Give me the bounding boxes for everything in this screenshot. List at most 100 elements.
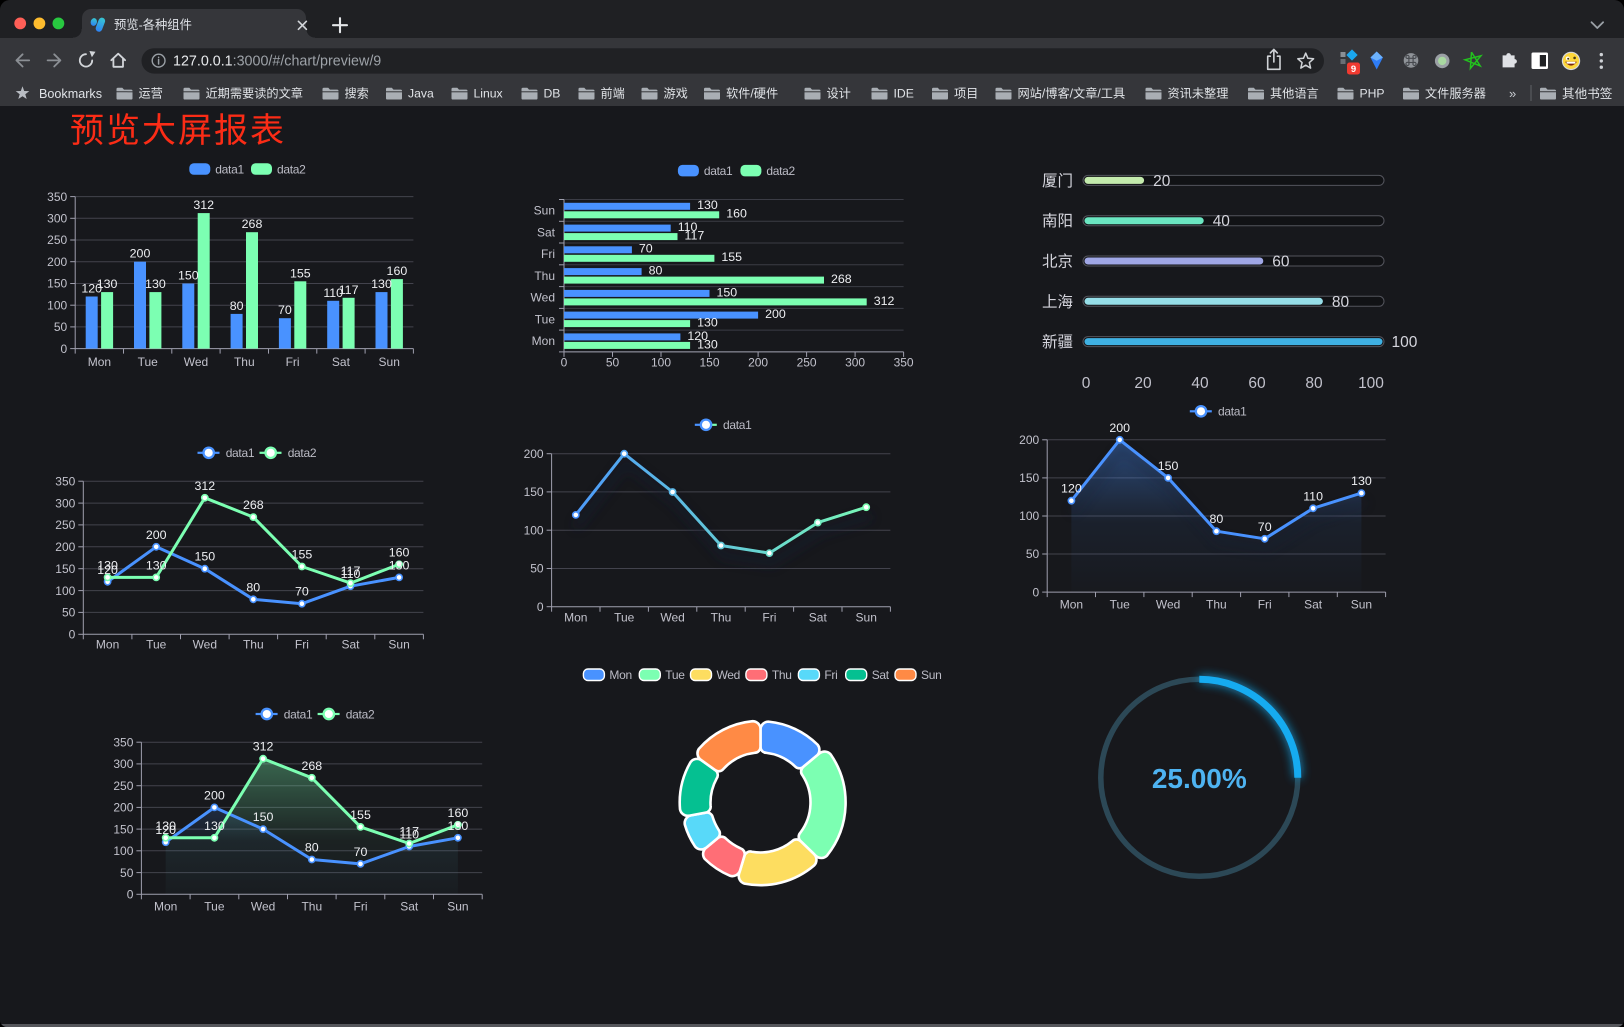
svg-text:Wed: Wed: [184, 355, 208, 369]
svg-text:PHP: PHP: [1360, 87, 1385, 101]
svg-text:155: 155: [290, 266, 311, 280]
svg-text:Mon: Mon: [1060, 598, 1083, 612]
svg-text:200: 200: [47, 255, 67, 269]
svg-text:130: 130: [448, 819, 469, 833]
svg-text:data2: data2: [277, 163, 306, 177]
svg-text:117: 117: [341, 564, 361, 578]
svg-text:20: 20: [1153, 173, 1171, 190]
svg-text:200: 200: [1109, 421, 1130, 435]
svg-text:Fri: Fri: [354, 900, 368, 914]
svg-text:Sun: Sun: [534, 204, 555, 218]
svg-text:100: 100: [1392, 334, 1418, 351]
svg-text:新疆: 新疆: [1042, 333, 1073, 351]
svg-text:160: 160: [389, 545, 410, 559]
svg-text:250: 250: [47, 233, 67, 247]
svg-text:Tue: Tue: [146, 638, 167, 652]
svg-text:130: 130: [1351, 474, 1372, 488]
svg-text:Wed: Wed: [251, 900, 275, 914]
svg-text:50: 50: [1026, 547, 1040, 561]
svg-text:25.00%: 25.00%: [1152, 763, 1247, 794]
svg-text:200: 200: [113, 801, 133, 815]
svg-text:Fri: Fri: [541, 247, 555, 261]
svg-text:Fri: Fri: [1258, 598, 1272, 612]
svg-text:130: 130: [145, 277, 166, 291]
svg-text:150: 150: [253, 810, 274, 824]
svg-text:Mon: Mon: [154, 900, 177, 914]
svg-text:100: 100: [651, 356, 671, 370]
svg-text:268: 268: [242, 217, 263, 231]
svg-text:Wed: Wed: [193, 638, 217, 652]
svg-text:200: 200: [55, 540, 75, 554]
svg-text:其他语言: 其他语言: [1270, 87, 1319, 101]
svg-text:Sat: Sat: [1304, 598, 1323, 612]
svg-text:200: 200: [524, 447, 544, 461]
svg-text:70: 70: [1258, 520, 1272, 534]
svg-text:300: 300: [113, 757, 133, 771]
svg-text:厦门: 厦门: [1042, 172, 1073, 190]
svg-text:110: 110: [399, 828, 419, 842]
svg-text:150: 150: [1019, 471, 1039, 485]
svg-text:DB: DB: [544, 87, 561, 101]
svg-text:130: 130: [389, 558, 410, 572]
svg-text:0: 0: [69, 628, 76, 642]
svg-text:80: 80: [649, 264, 663, 278]
svg-text:130: 130: [204, 819, 225, 833]
svg-text:150: 150: [178, 269, 199, 283]
svg-text:155: 155: [721, 250, 742, 264]
svg-text:0: 0: [1082, 375, 1091, 392]
svg-text:data2: data2: [346, 707, 375, 721]
svg-text:50: 50: [120, 866, 134, 880]
svg-text:100: 100: [55, 584, 75, 598]
svg-text:软件/硬件: 软件/硬件: [726, 87, 778, 101]
svg-text:项目: 项目: [954, 87, 978, 101]
svg-text:130: 130: [97, 558, 118, 572]
svg-text:350: 350: [55, 474, 75, 488]
svg-text:110: 110: [323, 286, 343, 300]
svg-text:Tue: Tue: [1110, 598, 1131, 612]
svg-text:20: 20: [1134, 375, 1152, 392]
svg-text:110: 110: [678, 220, 698, 234]
svg-text:312: 312: [194, 479, 215, 493]
svg-text:50: 50: [62, 606, 76, 620]
svg-text:150: 150: [524, 485, 544, 499]
svg-text:200: 200: [1019, 433, 1039, 447]
svg-text:Sun: Sun: [447, 900, 468, 914]
svg-text:Tue: Tue: [204, 900, 225, 914]
svg-text:70: 70: [639, 242, 653, 256]
svg-text:9: 9: [1351, 64, 1356, 75]
svg-text:300: 300: [845, 356, 865, 370]
svg-text:Sat: Sat: [872, 668, 890, 682]
svg-text:南阳: 南阳: [1042, 212, 1073, 230]
svg-text:155: 155: [350, 808, 371, 822]
svg-text:网站/博客/文章/工具: 网站/博客/文章/工具: [1018, 86, 1126, 101]
svg-text:100: 100: [1019, 509, 1039, 523]
svg-text:80: 80: [230, 299, 244, 313]
svg-text:Sun: Sun: [856, 611, 877, 625]
svg-text:200: 200: [146, 528, 167, 542]
svg-text:80: 80: [305, 841, 319, 855]
svg-text:200: 200: [748, 356, 768, 370]
svg-text:预览-各种组件: 预览-各种组件: [114, 17, 192, 32]
svg-text:150: 150: [717, 285, 738, 299]
svg-text:70: 70: [354, 845, 368, 859]
svg-text:50: 50: [530, 562, 544, 576]
svg-text:312: 312: [874, 294, 895, 308]
svg-text:0: 0: [61, 342, 68, 356]
svg-text:Wed: Wed: [531, 291, 555, 305]
svg-text:运营: 运营: [139, 87, 163, 101]
svg-text:Thu: Thu: [534, 269, 555, 283]
svg-text:Thu: Thu: [711, 611, 732, 625]
svg-text:350: 350: [894, 356, 914, 370]
svg-text:250: 250: [797, 356, 817, 370]
svg-text:160: 160: [726, 207, 747, 221]
svg-text:200: 200: [765, 307, 786, 321]
svg-text:Sat: Sat: [809, 611, 828, 625]
svg-text:设计: 设计: [827, 87, 851, 101]
svg-text:150: 150: [194, 550, 215, 564]
svg-text:Thu: Thu: [1206, 598, 1227, 612]
svg-text:120: 120: [97, 563, 118, 577]
svg-text:150: 150: [47, 277, 67, 291]
svg-text:80: 80: [1210, 512, 1224, 526]
svg-text:data1: data1: [226, 446, 255, 460]
svg-text:268: 268: [831, 272, 852, 286]
